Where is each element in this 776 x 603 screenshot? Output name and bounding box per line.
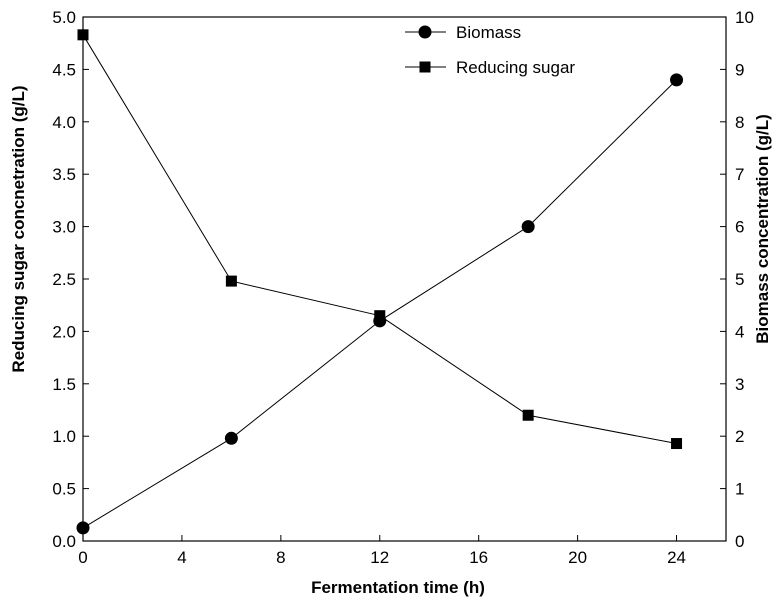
y-right-tick-label-3: 3 [735, 375, 744, 394]
y-left-tick-label-4: 2.0 [52, 322, 76, 341]
y-right-tick-label-0: 0 [735, 532, 744, 551]
x-tick-label-4: 16 [469, 548, 488, 567]
y-left-tick-label-6: 3.0 [52, 218, 76, 237]
y-right-tick-label-1: 1 [735, 480, 744, 499]
y-left-tick-label-10: 5.0 [52, 8, 76, 27]
x-tick-label-6: 24 [667, 548, 686, 567]
legend-item-biomass: Biomass [405, 23, 521, 42]
y-right-tick-label-6: 6 [735, 218, 744, 237]
y-right-tick-label-10: 10 [735, 8, 754, 27]
y-right-tick-label-5: 5 [735, 270, 744, 289]
legend-marker-reducing-sugar [419, 61, 431, 73]
y-left-tick-label-9: 4.5 [52, 60, 76, 79]
y-left-tick-label-1: 0.5 [52, 480, 76, 499]
point-reducing-sugar-2 [374, 310, 386, 322]
series-line-reducing-sugar [82, 34, 677, 445]
y-left-tick-label-0: 0.0 [52, 532, 76, 551]
y-left-tick-label-7: 3.5 [52, 165, 76, 184]
y-axis-left-title: Reducing sugar concnetration (g/L) [9, 85, 28, 372]
y-right-tick-label-4: 4 [735, 322, 744, 341]
x-tick-label-1: 4 [177, 548, 186, 567]
point-biomass-3 [521, 220, 535, 234]
point-biomass-1 [224, 431, 238, 445]
point-reducing-sugar-3 [522, 409, 534, 421]
x-tick-label-2: 8 [276, 548, 285, 567]
point-reducing-sugar-1 [225, 275, 237, 287]
point-reducing-sugar-0 [77, 29, 89, 41]
y-right-tick-label-9: 9 [735, 60, 744, 79]
plot-frame [82, 16, 727, 542]
y-left-tick-label-2: 1.0 [52, 427, 76, 446]
legend-item-reducing-sugar: Reducing sugar [405, 58, 575, 77]
y-right-tick-label-2: 2 [735, 427, 744, 446]
x-tick-label-0: 0 [78, 548, 87, 567]
legend-label-biomass: Biomass [456, 23, 521, 42]
y-axis-right-title: Biomass concentration (g/L) [753, 114, 772, 344]
x-tick-label-3: 12 [370, 548, 389, 567]
y-left-tick-label-5: 2.5 [52, 270, 76, 289]
x-tick-label-5: 20 [568, 548, 587, 567]
y-right-tick-label-7: 7 [735, 165, 744, 184]
legend: Biomass Reducing sugar [405, 23, 575, 77]
axes [82, 16, 727, 542]
ticks: 0 4 8 12 16 20 240.00.51.01.52.02.53.03.54.04.… [52, 8, 754, 567]
y-left-tick-label-8: 4.0 [52, 113, 76, 132]
legend-marker-biomass [418, 25, 432, 39]
series-line-biomass [82, 79, 677, 529]
legend-label-reducing-sugar: Reducing sugar [456, 58, 575, 77]
x-axis-title: Fermentation time (h) [311, 578, 485, 597]
y-right-tick-label-8: 8 [735, 113, 744, 132]
series-group [76, 29, 684, 535]
y-left-tick-label-3: 1.5 [52, 375, 76, 394]
point-biomass-0 [76, 521, 90, 535]
point-reducing-sugar-4 [671, 438, 683, 450]
point-biomass-4 [670, 73, 684, 87]
